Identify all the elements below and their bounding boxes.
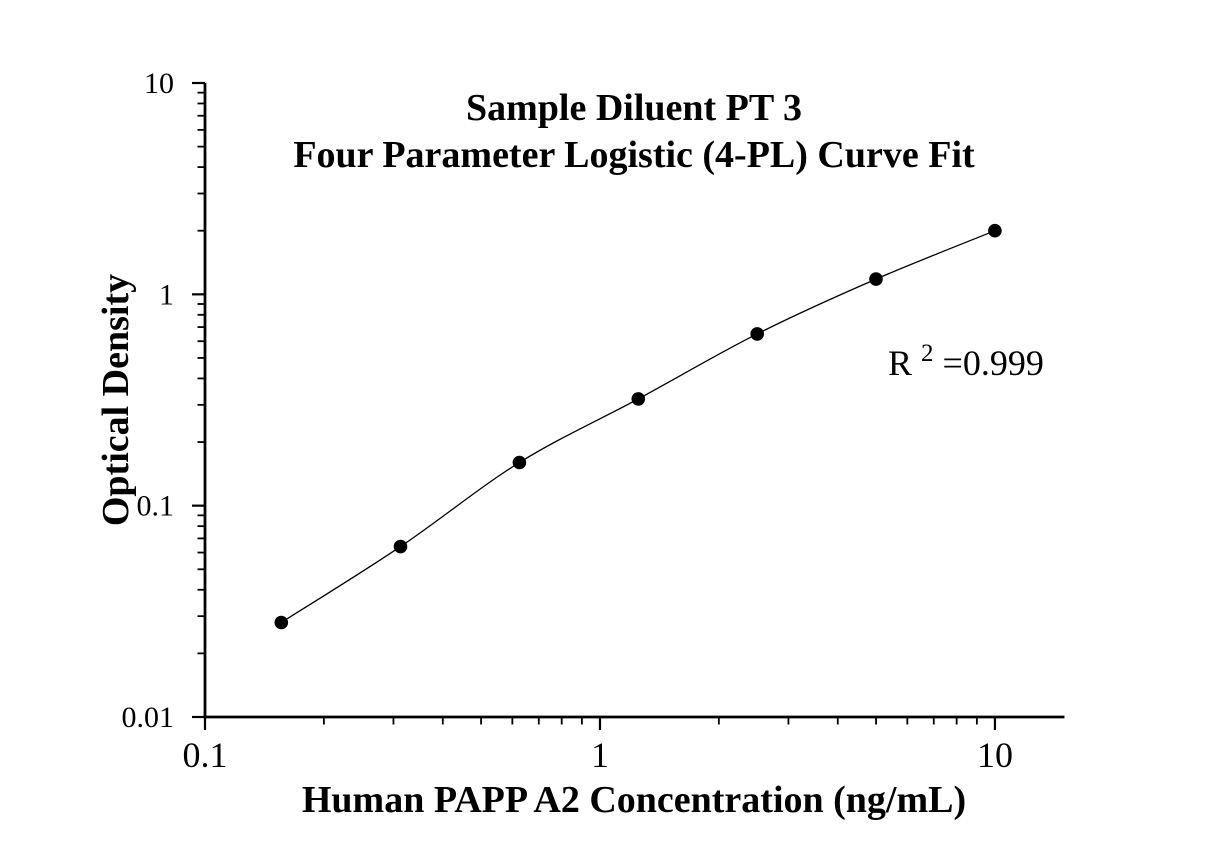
data-point — [274, 615, 289, 630]
chart-title-line2: Four Parameter Logistic (4-PL) Curve Fit — [293, 134, 975, 176]
x-axis-title: Human PAPP A2 Concentration (ng/mL) — [302, 779, 966, 821]
y-tick-label: 0.01 — [122, 701, 175, 734]
data-point — [631, 392, 646, 406]
r-squared-annotation: R 2 =0.999 — [888, 329, 1044, 383]
data-point — [750, 327, 764, 341]
chart-title-line1: Sample Diluent PT 3 — [466, 87, 802, 129]
r-squared-superscript: 2 — [921, 340, 934, 367]
x-tick-label: 1 — [591, 735, 609, 775]
data-point — [869, 272, 883, 286]
data-point — [988, 223, 1002, 238]
x-tick-label: 10 — [977, 735, 1013, 775]
y-axis-title: Optical Density — [95, 274, 137, 526]
y-tick-label: 0.1 — [137, 490, 175, 523]
data-point — [512, 455, 527, 470]
y-tick-label: 10 — [144, 67, 174, 100]
y-tick-label: 1 — [159, 278, 174, 311]
data-point — [393, 539, 408, 554]
x-tick-label: 0.1 — [183, 735, 228, 775]
r-squared-value: =0.999 — [943, 343, 1044, 383]
r-squared-base: R — [888, 343, 912, 383]
data-layer — [274, 223, 1002, 630]
fit-curve — [280, 230, 996, 624]
